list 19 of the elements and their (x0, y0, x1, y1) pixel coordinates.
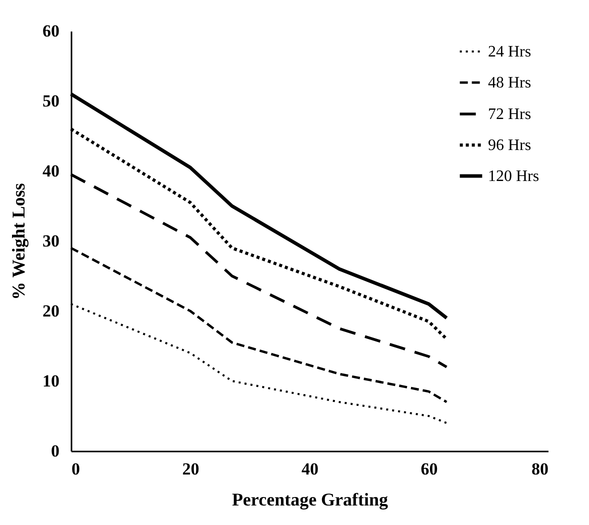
y-tick-label: 40 (42, 162, 60, 180)
y-tick-label: 20 (42, 302, 60, 320)
x-tick-label: 20 (182, 460, 200, 478)
x-tick-label: 80 (532, 460, 548, 478)
y-tick-label: 0 (51, 442, 60, 460)
x-tick-label: 40 (302, 460, 318, 478)
legend-label: 24 Hrs (488, 44, 532, 60)
y-tick-label: 10 (42, 372, 60, 390)
y-axis-title: % Weight Loss (8, 183, 28, 300)
legend-label: 120 Hrs (488, 168, 540, 185)
legend-label: 48 Hrs (488, 74, 532, 92)
legend-label: 72 Hrs (488, 106, 532, 123)
y-tick-label: 60 (42, 22, 60, 40)
x-tick-label: 0 (72, 460, 80, 478)
x-axis-title: Percentage Grafting (232, 490, 388, 510)
y-tick-label: 30 (42, 232, 60, 250)
y-tick-label: 50 (42, 92, 60, 110)
x-tick-label: 60 (420, 460, 438, 478)
legend-label: 96 Hrs (488, 137, 532, 154)
